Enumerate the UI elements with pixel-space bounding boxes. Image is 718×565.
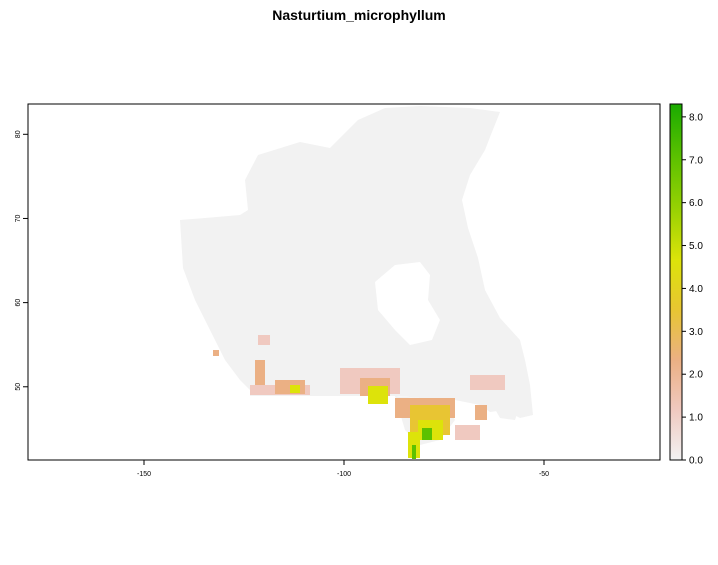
patch bbox=[422, 428, 432, 440]
nova-scotia bbox=[490, 395, 520, 420]
x-tick-label: -50 bbox=[539, 471, 549, 478]
y-tick-label: 60 bbox=[15, 299, 22, 307]
patch bbox=[258, 335, 270, 345]
patch bbox=[412, 445, 416, 459]
legend-label: 6.0 bbox=[689, 198, 703, 209]
legend-label: 3.0 bbox=[689, 327, 703, 338]
x-tick-label: -100 bbox=[337, 471, 351, 478]
patch bbox=[455, 425, 480, 440]
patch bbox=[213, 350, 219, 356]
patch bbox=[475, 405, 487, 420]
legend-labels: 8.0 7.0 6.0 5.0 4.0 3.0 2.0 1.0 0.0 bbox=[682, 112, 703, 467]
patch bbox=[470, 375, 505, 390]
x-tick-label: -150 bbox=[137, 471, 151, 478]
legend-label: 2.0 bbox=[689, 370, 703, 381]
legend-label: 7.0 bbox=[689, 155, 703, 166]
y-tick-label: 70 bbox=[15, 214, 22, 222]
y-axis: 80 70 60 50 bbox=[15, 130, 28, 391]
legend-label: 1.0 bbox=[689, 413, 703, 424]
x-axis: -150 -100 -50 bbox=[137, 460, 549, 478]
y-tick-label: 80 bbox=[15, 130, 22, 138]
map-title: Nasturtium_microphyllum bbox=[272, 7, 446, 23]
y-tick-label: 50 bbox=[15, 383, 22, 391]
legend-label: 0.0 bbox=[689, 456, 703, 467]
patch bbox=[255, 360, 265, 385]
legend-label: 5.0 bbox=[689, 241, 703, 252]
patch bbox=[368, 386, 388, 404]
legend-colorbar bbox=[669, 103, 683, 461]
legend-label: 8.0 bbox=[689, 112, 703, 123]
land-mass bbox=[180, 106, 533, 445]
hudson-bay bbox=[375, 262, 440, 345]
legend-label: 4.0 bbox=[689, 284, 703, 295]
suitability-patches bbox=[213, 335, 505, 459]
patch bbox=[290, 385, 300, 393]
